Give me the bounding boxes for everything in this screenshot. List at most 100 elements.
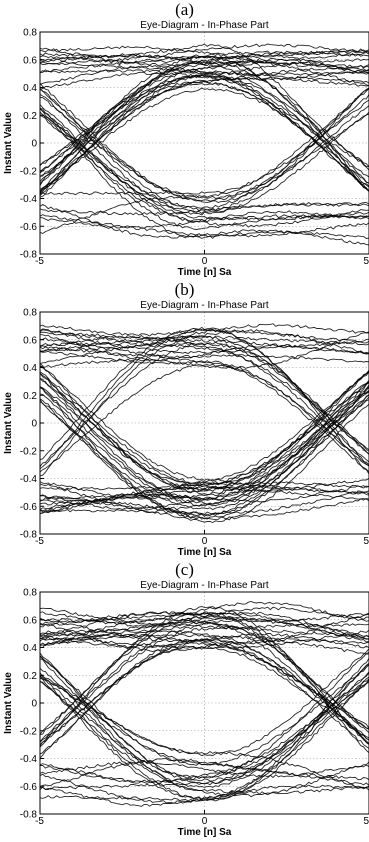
y-tick-label: -0.4: [20, 194, 38, 205]
eye-traces: [40, 601, 369, 807]
eye-trace: [40, 69, 369, 198]
eye-trace: [40, 69, 369, 77]
eye-trace: [40, 674, 369, 786]
y-tick-label: -0.8: [20, 250, 38, 261]
x-tick-label: 0: [202, 536, 208, 547]
eye-trace: [40, 678, 369, 784]
eye-trace: [40, 629, 369, 650]
eye-traces: [40, 323, 369, 523]
x-tick-label: 5: [363, 536, 369, 547]
eye-trace: [40, 380, 369, 512]
eye-trace: [40, 108, 369, 221]
eye-trace: [40, 387, 369, 505]
eye-trace: [40, 48, 369, 60]
x-axis-label: Time [n] Sa: [178, 547, 232, 558]
y-tick-label: 0.4: [23, 363, 37, 374]
chart-title: Eye-Diagram - In-Phase Part: [140, 20, 269, 31]
x-tick-label: 5: [363, 816, 369, 827]
y-tick-label: -0.4: [20, 474, 38, 485]
eye-trace: [40, 652, 369, 785]
x-axis-label: Time [n] Sa: [178, 827, 232, 838]
eye-trace: [40, 214, 369, 238]
eye-trace: [40, 87, 369, 212]
eye-trace: [40, 387, 369, 517]
eye-trace: [40, 346, 369, 363]
eye-trace: [40, 371, 369, 501]
eye-trace: [40, 616, 369, 643]
x-tick-label: 5: [363, 256, 369, 267]
eye-trace: [40, 55, 369, 185]
eye-trace: [40, 111, 369, 216]
eye-trace: [40, 681, 369, 795]
y-tick-label: 0.4: [23, 83, 37, 94]
eye-trace: [40, 657, 369, 804]
y-axis-label: Instant Value: [3, 672, 14, 734]
eye-trace: [40, 784, 369, 807]
eye-trace: [40, 87, 369, 193]
eye-trace: [40, 679, 369, 800]
eye-trace: [40, 82, 369, 199]
panel-label: (b): [174, 280, 195, 299]
y-tick-label: 0.6: [23, 335, 37, 346]
y-tick-label: -0.6: [20, 782, 38, 793]
eye-trace: [40, 681, 369, 783]
eye-diagram-panel-c: (c) Eye-Diagram - In-Phase Part 0.8 0.6 0.4…: [0, 560, 369, 840]
y-tick-label: 0.8: [23, 28, 37, 39]
eye-trace: [40, 369, 369, 506]
eye-trace: [40, 394, 369, 517]
eye-trace: [40, 328, 369, 455]
eye-diagram-chart: Eye-Diagram - In-Phase Part 0.8 0.6 0.4 0.2 0…: [3, 300, 369, 558]
eye-trace: [40, 337, 369, 473]
eye-trace: [40, 760, 369, 779]
eye-trace: [40, 363, 369, 473]
eye-trace: [40, 398, 369, 520]
eye-trace: [40, 648, 369, 757]
eye-trace: [40, 403, 369, 523]
x-tick-label: 0: [202, 256, 208, 267]
eye-trace: [40, 621, 369, 734]
y-tick-label: 0.6: [23, 55, 37, 66]
eye-trace: [40, 629, 369, 741]
eye-trace: [40, 623, 369, 743]
eye-trace: [40, 114, 369, 223]
x-tick-label: 0: [202, 816, 208, 827]
eye-trace: [40, 324, 369, 475]
eye-trace: [40, 323, 369, 347]
x-axis-label: Time [n] Sa: [178, 267, 232, 278]
y-tick-label: 0: [31, 419, 37, 430]
eye-trace: [40, 623, 369, 655]
eye-trace: [40, 373, 369, 495]
eye-trace: [40, 99, 369, 196]
eye-trace: [40, 88, 369, 209]
eye-trace: [40, 671, 369, 791]
y-axis-label: Instant Value: [3, 392, 14, 454]
eye-trace: [40, 53, 369, 186]
x-tick-label: -5: [35, 256, 44, 267]
chart-title: Eye-Diagram - In-Phase Part: [140, 300, 269, 311]
y-tick-label: 0: [31, 139, 37, 150]
eye-trace: [40, 362, 369, 492]
eye-trace: [40, 335, 369, 477]
eye-trace: [40, 611, 369, 730]
y-tick-label: -0.2: [20, 166, 38, 177]
eye-trace: [40, 667, 369, 788]
eye-traces: [40, 43, 369, 246]
eye-trace: [40, 76, 369, 194]
x-tick-label: -5: [35, 816, 44, 827]
y-tick-label: 0.2: [23, 391, 37, 402]
eye-trace: [40, 61, 369, 182]
eye-trace: [40, 94, 369, 214]
eye-trace: [40, 758, 369, 788]
eye-trace: [40, 329, 369, 355]
y-tick-label: -0.2: [20, 446, 38, 457]
eye-trace: [40, 637, 369, 747]
eye-trace: [40, 384, 369, 511]
y-tick-label: 0.2: [23, 111, 37, 122]
eye-trace: [40, 96, 369, 203]
eye-trace: [40, 343, 369, 452]
eye-trace: [40, 624, 369, 743]
y-tick-label: -0.6: [20, 222, 38, 233]
y-tick-label: -0.6: [20, 502, 38, 513]
eye-trace: [40, 71, 369, 192]
eye-trace: [40, 606, 369, 754]
